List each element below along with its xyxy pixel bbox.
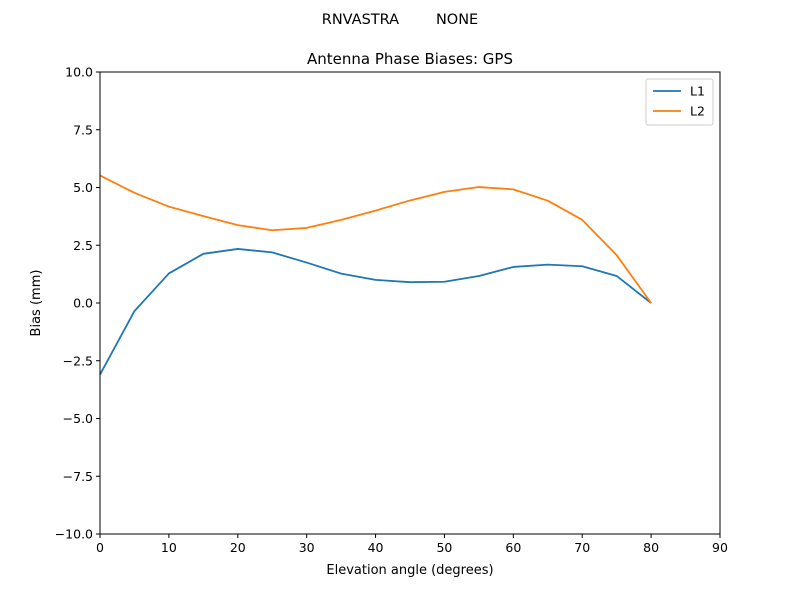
legend-label-l1: L1	[690, 84, 705, 99]
y-tick-label: −2.5	[63, 353, 93, 368]
x-tick-label: 30	[299, 540, 315, 555]
axes-frame	[99, 71, 721, 535]
series-line-l2	[99, 174, 652, 304]
y-tick-label: −7.5	[63, 469, 93, 484]
y-tick-label: 2.5	[73, 238, 93, 253]
y-tick-label: 10.0	[65, 65, 93, 80]
x-axis-label: Elevation angle (degrees)	[326, 563, 493, 578]
x-tick-label: 50	[436, 540, 452, 555]
y-tick-label: −10.0	[55, 527, 93, 542]
figure-suptitle: RNVASTRA NONE	[322, 12, 478, 28]
y-tick-label: 5.0	[73, 180, 93, 195]
legend-label-l2: L2	[690, 104, 705, 119]
y-tick-label: −5.0	[63, 411, 93, 426]
x-tick-label: 20	[230, 540, 246, 555]
y-tick-label: 7.5	[73, 122, 93, 137]
x-tick-label: 40	[368, 540, 384, 555]
series-line-l1	[99, 248, 652, 376]
axis-ticks: 0 10 20 30 40 50 60 70 80 90 −10.0 −7.5 −5.0 −2.5 0.0 2…	[55, 65, 728, 556]
plot-area	[99, 174, 652, 376]
x-tick-label: 60	[505, 540, 521, 555]
x-tick-label: 70	[574, 540, 590, 555]
x-tick-label: 10	[161, 540, 177, 555]
x-tick-label: 90	[712, 540, 728, 555]
x-tick-label: 0	[96, 540, 104, 555]
x-tick-label: 80	[643, 540, 659, 555]
y-axis-label: Bias (mm)	[29, 270, 44, 337]
chart-title: Antenna Phase Biases: GPS	[307, 50, 513, 68]
y-tick-label: 0.0	[73, 296, 93, 311]
